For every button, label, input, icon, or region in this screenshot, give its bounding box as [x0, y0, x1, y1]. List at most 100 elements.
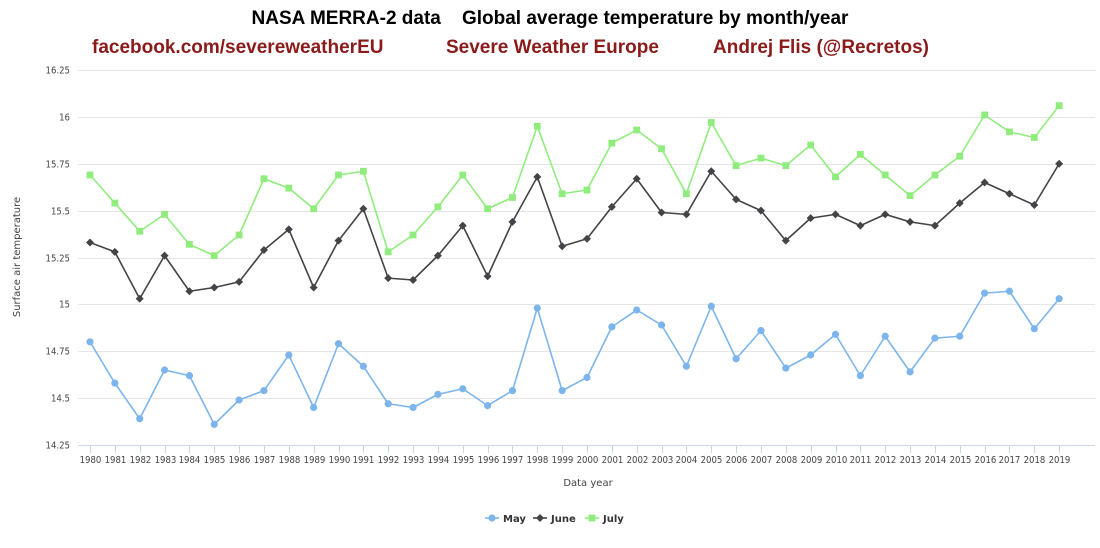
data-point-may	[881, 332, 889, 340]
data-point-june	[657, 208, 666, 217]
data-point-may	[1005, 287, 1014, 295]
data-point-may	[384, 400, 392, 408]
data-point-may	[981, 289, 989, 297]
x-tick-label: 1983	[155, 455, 177, 466]
x-tick-label: 2005	[701, 455, 723, 466]
x-tick-label: 2003	[652, 455, 674, 466]
data-point-july	[86, 171, 94, 179]
data-point-june	[259, 246, 268, 254]
x-tick-label: 1986	[229, 455, 251, 466]
x-axis-title: Data year	[563, 478, 613, 489]
series-line-june	[89, 163, 1060, 300]
data-point-june	[483, 272, 492, 281]
data-point-may	[558, 387, 566, 395]
series-line-july	[89, 105, 1060, 257]
data-point-june	[508, 217, 517, 226]
legend-marker-july	[588, 514, 596, 522]
data-point-may	[707, 302, 715, 310]
legend-label-june: June	[550, 514, 576, 525]
x-tick-label: 2001	[602, 455, 624, 466]
y-tick-label: 16	[59, 113, 70, 124]
data-point-june	[930, 221, 939, 230]
data-point-may	[931, 334, 939, 342]
legend: May June July	[485, 514, 624, 525]
data-point-may	[86, 338, 94, 346]
data-point-july	[235, 231, 243, 239]
data-point-may	[831, 330, 840, 338]
data-point-july	[832, 173, 839, 181]
data-point-july	[434, 203, 442, 211]
data-point-june	[235, 277, 244, 286]
data-point-may	[235, 396, 243, 404]
data-point-july	[732, 162, 740, 170]
data-point-july	[906, 192, 914, 200]
x-tick-label: 1982	[130, 455, 152, 466]
data-point-june	[533, 172, 542, 181]
data-point-may	[807, 351, 815, 359]
data-point-june	[309, 283, 318, 292]
data-point-june	[334, 236, 343, 245]
data-point-june	[906, 217, 915, 226]
data-point-july	[807, 141, 815, 149]
data-point-june	[980, 178, 989, 187]
x-tick-label: 1993	[403, 455, 425, 466]
data-point-july	[409, 231, 417, 239]
x-tick-label: 1999	[552, 455, 574, 466]
data-point-july	[856, 150, 864, 158]
data-point-july	[981, 111, 988, 119]
x-tick-label: 2014	[925, 455, 947, 466]
data-point-may	[484, 402, 492, 410]
data-point-july	[484, 205, 491, 213]
data-point-july	[459, 171, 467, 179]
data-point-july	[583, 186, 591, 194]
x-tick-label: 1987	[254, 455, 276, 466]
x-tick-label: 1996	[478, 455, 500, 466]
data-point-july	[707, 119, 715, 126]
data-point-june	[707, 167, 716, 176]
x-tick-label: 2018	[1024, 455, 1046, 466]
data-point-june	[409, 276, 418, 284]
x-tick-label: 1988	[279, 455, 301, 466]
y-tick-label: 14.25	[46, 441, 70, 452]
data-point-may	[334, 340, 343, 348]
data-point-july	[1006, 128, 1013, 136]
data-point-june	[135, 294, 144, 303]
data-point-may	[856, 372, 864, 380]
data-point-july	[683, 190, 690, 198]
x-tick-label: 1980	[80, 455, 102, 466]
legend-marker-june	[536, 514, 544, 522]
data-point-may	[732, 355, 740, 363]
data-point-june	[856, 221, 865, 230]
credit-author: Andrej Flis (@Recretos)	[713, 37, 929, 58]
data-point-may	[657, 321, 666, 329]
data-point-june	[86, 238, 94, 247]
data-point-june	[607, 202, 616, 211]
legend-label-may: May	[503, 514, 526, 525]
data-point-july	[608, 139, 616, 147]
data-point-july	[757, 154, 765, 162]
data-point-may	[508, 387, 517, 395]
data-point-may	[682, 362, 691, 370]
data-point-may	[160, 366, 169, 374]
data-point-june	[185, 287, 194, 296]
data-point-july	[111, 199, 119, 207]
data-point-may	[906, 368, 914, 376]
data-point-july	[533, 122, 541, 130]
data-point-may	[185, 372, 193, 380]
data-point-july	[881, 171, 889, 179]
x-tick-label: 1997	[502, 455, 524, 466]
data-point-may	[434, 390, 442, 398]
data-point-may	[111, 379, 119, 387]
data-point-july	[956, 152, 964, 160]
data-point-june	[781, 236, 790, 245]
data-point-july	[210, 252, 218, 260]
data-point-may	[260, 387, 268, 395]
data-point-june	[210, 283, 219, 292]
data-point-june	[458, 221, 467, 230]
data-point-june	[433, 251, 442, 260]
x-tick-label: 2010	[826, 455, 848, 466]
x-tick-label: 2016	[975, 455, 997, 466]
data-point-may	[459, 385, 467, 393]
legend-item-june: June	[533, 514, 576, 525]
x-tick-label: 2007	[751, 455, 773, 466]
